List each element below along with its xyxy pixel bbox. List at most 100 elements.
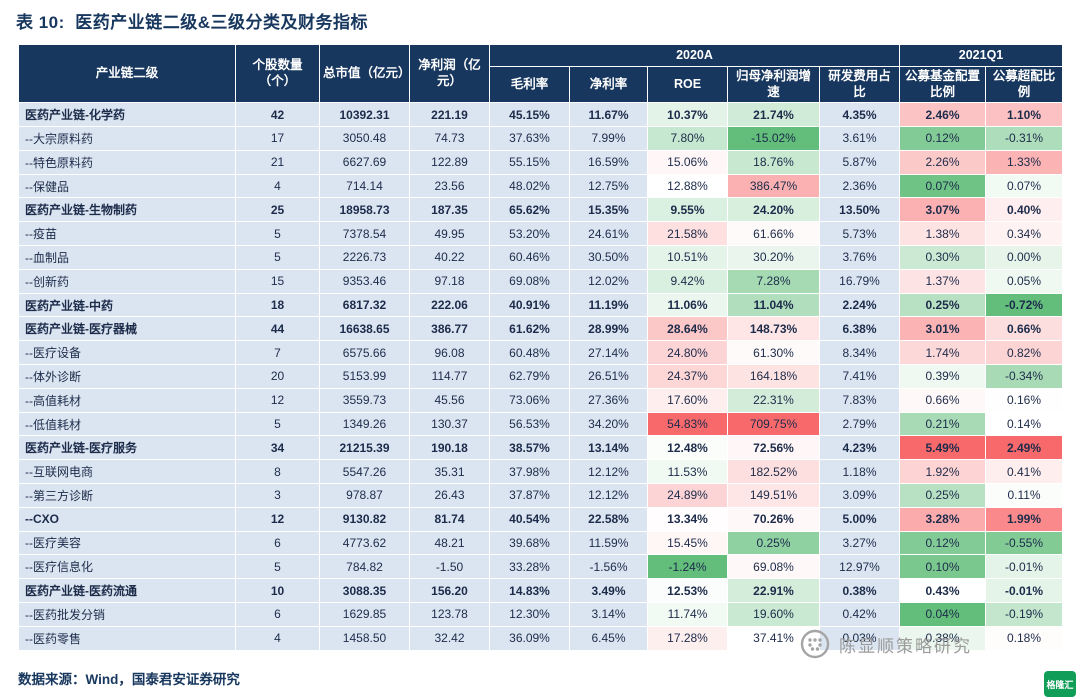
value-cell: -0.34% <box>985 364 1064 389</box>
gelonghui-logo: 格隆汇 <box>1044 671 1076 697</box>
value-cell: 7.80% <box>647 126 728 151</box>
value-cell: 0.30% <box>899 245 987 270</box>
value-cell: 4.35% <box>818 102 901 128</box>
value-cell: 5 <box>235 554 320 580</box>
column-header-profit-growth: 归母净利润增速 <box>727 65 820 104</box>
value-cell: 8.34% <box>818 340 901 366</box>
value-cell: 21.58% <box>647 221 728 247</box>
value-cell: 122.89 <box>409 149 490 175</box>
value-cell: -0.01% <box>985 554 1064 580</box>
table-title: 表 10: 医药产业链二级&三级分类及财务指标 <box>16 13 369 32</box>
value-cell: -0.01% <box>985 578 1064 603</box>
value-cell: 15.06% <box>647 149 728 175</box>
value-cell: 148.73% <box>727 316 820 342</box>
row-label: --医药批发分销 <box>18 601 236 627</box>
table-row: 医药产业链-医疗器械 44 16638.65 386.77 61.62% 28.99% 28… <box>18 316 1064 342</box>
column-header-market-cap: 总市值（亿元） <box>319 43 411 104</box>
value-cell: 190.18 <box>409 435 490 461</box>
value-cell: 7.83% <box>818 387 901 413</box>
value-cell: 0.04% <box>899 601 987 627</box>
group-header-2021q1: 2021Q1 <box>899 44 1064 67</box>
value-cell: 0.25% <box>899 292 987 318</box>
value-cell: 7.28% <box>727 268 820 294</box>
value-cell: 8 <box>235 459 320 484</box>
table-body: 医药产业链-化学药 42 10392.31 221.19 45.15% 11.67% 10.… <box>18 102 1064 651</box>
value-cell: 1.74% <box>899 340 987 366</box>
value-cell: 22.58% <box>569 506 648 532</box>
value-cell: 18.76% <box>727 149 820 175</box>
value-cell: 0.38% <box>818 578 901 603</box>
row-label: --体外诊断 <box>18 364 236 389</box>
value-cell: 17 <box>235 126 320 151</box>
value-cell: 10.51% <box>647 245 728 270</box>
value-cell: 5.73% <box>818 221 901 247</box>
value-cell: 0.38% <box>899 625 987 651</box>
row-label: --CXO <box>18 506 236 532</box>
value-cell: 7.41% <box>818 364 901 389</box>
column-header-rd-ratio: 研发费用占比 <box>818 65 901 104</box>
column-header-net-margin: 净利率 <box>569 65 648 104</box>
column-header-fund-overweight: 公募超配比例 <box>985 65 1064 104</box>
table-row: --体外诊断 20 5153.99 114.77 62.79% 26.51% 24.37% 1… <box>18 364 1064 389</box>
value-cell: 12.88% <box>647 173 728 199</box>
value-cell: 0.05% <box>985 268 1064 294</box>
value-cell: 9.42% <box>647 268 728 294</box>
table-row: --医疗信息化 5 784.82 -1.50 33.28% -1.56% -1.24% 69.… <box>18 554 1064 580</box>
value-cell: 0.03% <box>818 625 901 651</box>
value-cell: 69.08% <box>489 268 570 294</box>
group-header-2020a: 2020A <box>488 44 901 67</box>
value-cell: 222.06 <box>409 292 490 318</box>
value-cell: 16.59% <box>569 149 648 175</box>
value-cell: 130.37 <box>409 411 490 437</box>
value-cell: 5 <box>235 411 320 437</box>
value-cell: 35.31 <box>409 459 490 484</box>
value-cell: 14.83% <box>489 578 570 603</box>
value-cell: 9353.46 <box>319 268 410 294</box>
value-cell: 7.99% <box>569 126 648 151</box>
column-header-gross-margin: 毛利率 <box>489 65 570 104</box>
value-cell: 12.75% <box>569 173 648 199</box>
value-cell: 18 <box>235 292 320 318</box>
value-cell: 114.77 <box>409 364 490 389</box>
table-row: --低值耗材 5 1349.26 130.37 56.53% 34.20% 54.83% 70… <box>18 411 1064 437</box>
value-cell: 1629.85 <box>319 601 410 627</box>
value-cell: 74.73 <box>409 126 490 151</box>
value-cell: 2.79% <box>818 411 901 437</box>
value-cell: 12.02% <box>569 268 648 294</box>
value-cell: 714.14 <box>319 173 410 199</box>
value-cell: 28.64% <box>647 316 728 342</box>
value-cell: 21 <box>235 149 320 175</box>
table-row: 医药产业链-医疗服务 34 21215.39 190.18 38.57% 13.14% 12… <box>18 435 1064 461</box>
value-cell: 36.09% <box>489 625 570 651</box>
value-cell: -1.50 <box>409 554 490 580</box>
value-cell: 11.04% <box>727 292 820 318</box>
value-cell: 23.56 <box>409 173 490 199</box>
value-cell: 7378.54 <box>319 221 410 247</box>
value-cell: 3.01% <box>899 316 987 342</box>
value-cell: 30.20% <box>727 245 820 270</box>
value-cell: -15.02% <box>727 126 820 151</box>
value-cell: 12.12% <box>569 459 648 484</box>
value-cell: 221.19 <box>409 102 490 128</box>
table-row: --保健品 4 714.14 23.56 48.02% 12.75% 12.88% 386.4… <box>18 173 1064 199</box>
value-cell: 17.60% <box>647 387 728 413</box>
value-cell: 1458.50 <box>319 625 410 651</box>
table-row: --医疗美容 6 4773.62 48.21 39.68% 11.59% 15.45% 0.2… <box>18 530 1064 556</box>
value-cell: 0.12% <box>899 126 987 151</box>
value-cell: 2226.73 <box>319 245 410 270</box>
value-cell: 2.24% <box>818 292 901 318</box>
table-row: --大宗原料药 17 3050.48 74.73 37.63% 7.99% 7.80% -15… <box>18 126 1064 151</box>
value-cell: 12.48% <box>647 435 728 461</box>
data-source-note: 数据来源：Wind，国泰君安证券研究 <box>18 672 240 687</box>
value-cell: 9.55% <box>647 197 728 223</box>
value-cell: 6817.32 <box>319 292 410 318</box>
row-label: --互联网电商 <box>18 459 236 484</box>
value-cell: 53.20% <box>489 221 570 247</box>
value-cell: 62.79% <box>489 364 570 389</box>
value-cell: 0.07% <box>985 173 1064 199</box>
value-cell: 0.66% <box>985 316 1064 342</box>
value-cell: 16.79% <box>818 268 901 294</box>
value-cell: 28.99% <box>569 316 648 342</box>
value-cell: 34.20% <box>569 411 648 437</box>
